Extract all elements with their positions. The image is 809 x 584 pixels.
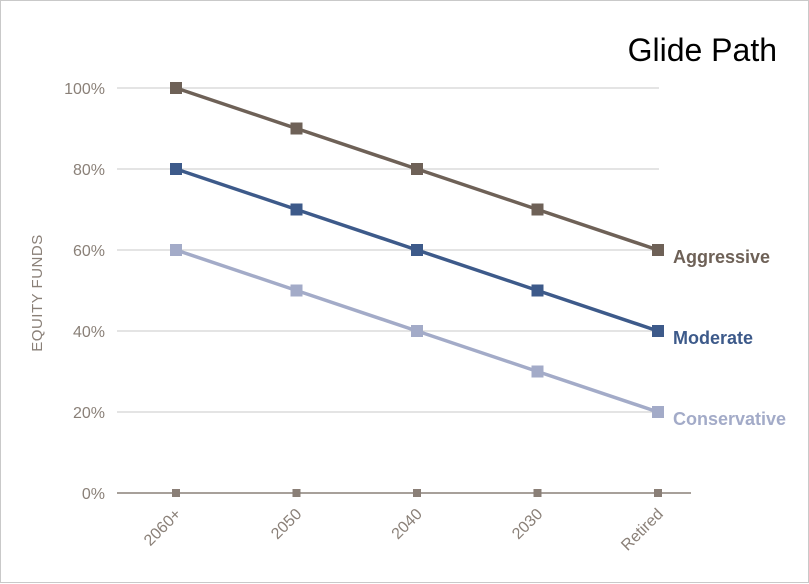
x-tick-marker	[654, 489, 662, 497]
y-tick-label: 100%	[64, 81, 105, 98]
data-point	[411, 325, 423, 337]
x-tick-marker	[172, 489, 180, 497]
x-tick-label: 2030	[509, 506, 546, 543]
y-tick-labels: 0% 20% 40% 60% 80% 100%	[64, 81, 105, 503]
data-point	[170, 163, 182, 175]
series-conservative: Conservative	[170, 244, 786, 429]
y-axis-label: EQUITY FUNDS	[29, 234, 46, 351]
data-point	[290, 284, 303, 297]
chart-title: Glide Path	[628, 32, 777, 68]
series-moderate: Moderate	[170, 163, 753, 348]
x-tick-label: 2040	[389, 506, 426, 543]
data-point	[290, 203, 303, 216]
series-label: Conservative	[673, 409, 786, 429]
data-point	[531, 365, 544, 378]
data-point	[411, 244, 423, 256]
y-tick-label: 40%	[73, 324, 105, 341]
data-point	[411, 163, 423, 175]
gridlines	[117, 87, 659, 413]
series-label: Aggressive	[673, 247, 770, 267]
y-tick-label: 80%	[73, 162, 105, 179]
x-tick-label: 2060+	[141, 506, 185, 550]
x-tick-marker	[533, 489, 542, 497]
data-point	[290, 122, 303, 135]
x-tick-marker	[413, 489, 421, 497]
series-aggressive: Aggressive	[170, 82, 770, 267]
y-tick-label: 60%	[73, 243, 105, 260]
data-point	[531, 203, 544, 216]
data-point	[652, 406, 664, 418]
x-tick-label: 2050	[268, 506, 305, 543]
data-point	[170, 82, 182, 94]
series-label: Moderate	[673, 328, 753, 348]
data-point	[170, 244, 182, 256]
y-tick-label: 0%	[82, 486, 105, 503]
data-point	[531, 284, 544, 297]
data-point	[652, 244, 664, 256]
x-tick-label: Retired	[618, 506, 666, 554]
x-axis: 2060+ 2050 2040 2030 Retired	[117, 489, 691, 554]
y-tick-label: 20%	[73, 405, 105, 422]
x-tick-marker	[292, 489, 301, 497]
series-group: Aggressive Moderate Conservative	[170, 82, 786, 429]
data-point	[652, 325, 664, 337]
